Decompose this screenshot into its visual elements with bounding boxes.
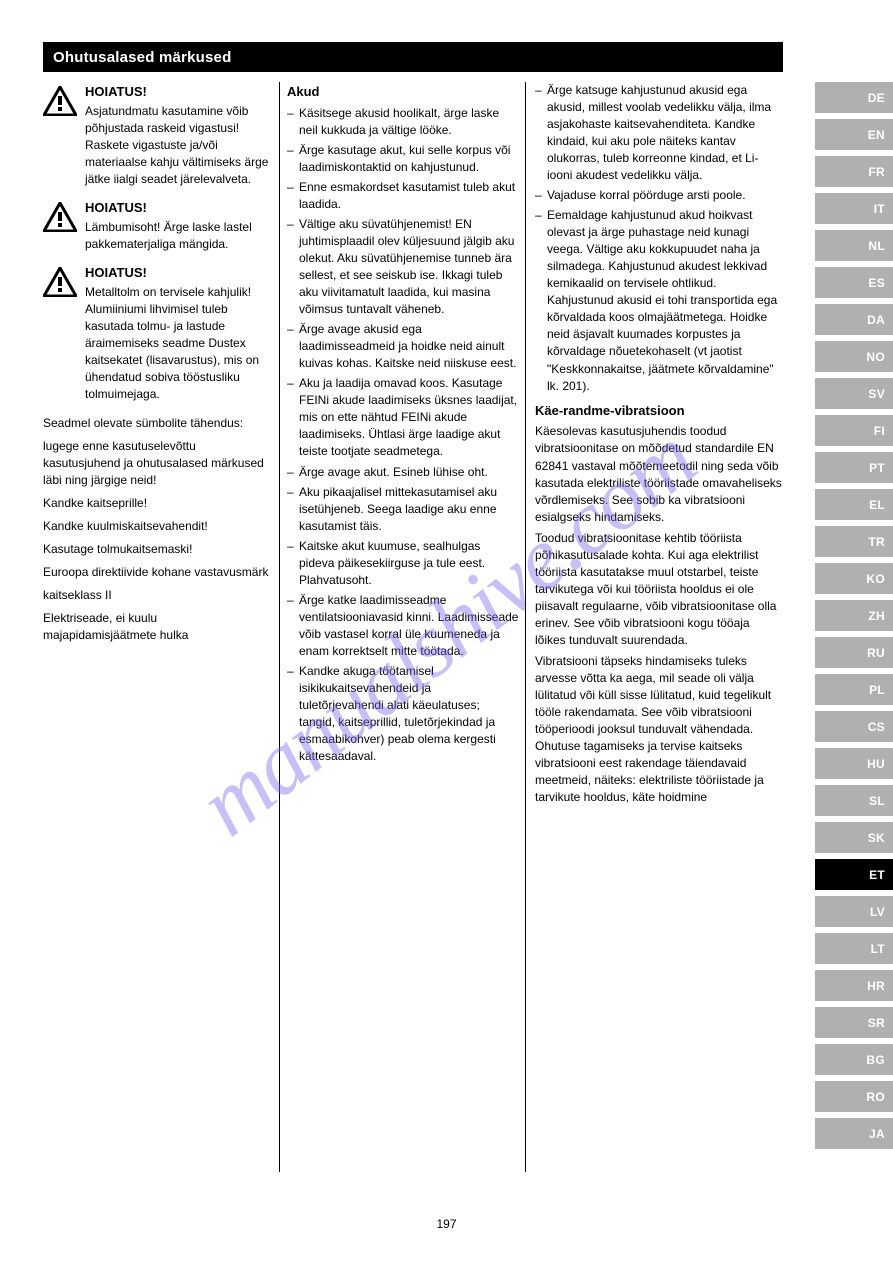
list-item: Aku ja laadija omavad koos. Kasutage FEI…	[287, 375, 519, 460]
lang-tab-hr[interactable]: HR	[815, 970, 893, 1001]
lang-tab-pl[interactable]: PL	[815, 674, 893, 705]
warning-text: Lämbumisoht! Ärge laske lastel pakkemate…	[85, 219, 273, 253]
lang-tab-tr[interactable]: TR	[815, 526, 893, 557]
list-item: Kaitske akut kuumuse, sealhulgas pideva …	[287, 538, 519, 589]
warning-block-3: HOIATUS! Metalltolm on tervisele kahjuli…	[43, 265, 273, 403]
lang-tab-cs[interactable]: CS	[815, 711, 893, 742]
lang-tab-zh[interactable]: ZH	[815, 600, 893, 631]
lang-tab-de[interactable]: DE	[815, 82, 893, 113]
warning-block-1: HOIATUS! Asjatundmatu kasutamine võib põ…	[43, 84, 273, 188]
col3-top-list: Ärge katsuge kahjustunud akusid ega akus…	[535, 82, 783, 395]
title-bar: Ohutusalased märkused	[43, 42, 783, 72]
lang-tab-it[interactable]: IT	[815, 193, 893, 224]
symbols-block: Seadmel olevate sümbolite tähendus: luge…	[43, 415, 273, 644]
lang-tab-sl[interactable]: SL	[815, 785, 893, 816]
warning-heading: HOIATUS!	[85, 84, 273, 101]
lang-tab-ja[interactable]: JA	[815, 1118, 893, 1149]
warning-triangle-icon	[43, 86, 77, 116]
lang-tab-no[interactable]: NO	[815, 341, 893, 372]
lang-tab-el[interactable]: EL	[815, 489, 893, 520]
warning-heading: HOIATUS!	[85, 200, 273, 217]
list-item: Ärge avage akusid ega laadimisseadmeid j…	[287, 321, 519, 372]
lang-tab-es[interactable]: ES	[815, 267, 893, 298]
warning-text: Metalltolm on tervisele kahjulik! Alumii…	[85, 284, 273, 403]
warning-text: Asjatundmatu kasutamine võib põhjustada …	[85, 103, 273, 188]
symbols-intro: Seadmel olevate sümbolite tähendus:	[43, 415, 273, 432]
vibration-para-3: Vibratsiooni täpseks hindamiseks tuleks …	[535, 653, 783, 806]
symbol-item: Kasutage tolmukaitsemaski!	[43, 541, 273, 558]
column-2: Akud Käsitsege akusid hoolikalt, ärge la…	[287, 82, 519, 1172]
lang-tab-sk[interactable]: SK	[815, 822, 893, 853]
content-area: HOIATUS! Asjatundmatu kasutamine võib põ…	[43, 82, 783, 1172]
lang-tab-lv[interactable]: LV	[815, 896, 893, 927]
page-number: 197	[0, 1217, 893, 1231]
symbol-item: Kandke kuulmiskaitsevahendit!	[43, 518, 273, 535]
symbol-item: kaitseklass II	[43, 587, 273, 604]
lang-tab-fi[interactable]: FI	[815, 415, 893, 446]
lang-tab-ko[interactable]: KO	[815, 563, 893, 594]
list-item: Ärge katsuge kahjustunud akusid ega akus…	[535, 82, 783, 184]
symbol-item: Euroopa direktiivide kohane vastavusmärk	[43, 564, 273, 581]
list-item: Ärge katke laadimisseadme ventilatsiooni…	[287, 592, 519, 660]
column-divider-2	[525, 82, 526, 1172]
list-item: Eemaldage kahjustunud akud hoikvast olev…	[535, 207, 783, 394]
lang-tab-lt[interactable]: LT	[815, 933, 893, 964]
list-item: Käsitsege akusid hoolikalt, ärge laske n…	[287, 105, 519, 139]
list-item: Ärge kasutage akut, kui selle korpus või…	[287, 142, 519, 176]
lang-tab-nl[interactable]: NL	[815, 230, 893, 261]
list-item: Vajaduse korral pöörduge arsti poole.	[535, 187, 783, 204]
lang-tab-et[interactable]: ET	[815, 859, 893, 890]
list-item: Vältige aku süvatühjenemist! EN juhtimis…	[287, 216, 519, 318]
warning-block-2: HOIATUS! Lämbumisoht! Ärge laske lastel …	[43, 200, 273, 253]
lang-tab-bg[interactable]: BG	[815, 1044, 893, 1075]
lang-tab-sv[interactable]: SV	[815, 378, 893, 409]
lang-tab-ro[interactable]: RO	[815, 1081, 893, 1112]
symbol-item: lugege enne kasutuselevõttu kasutusjuhen…	[43, 438, 273, 489]
lang-tab-pt[interactable]: PT	[815, 452, 893, 483]
warning-heading: HOIATUS!	[85, 265, 273, 282]
accu-list: Käsitsege akusid hoolikalt, ärge laske n…	[287, 105, 519, 765]
vibration-para-1: Käesolevas kasutusjuhendis toodud vibrat…	[535, 423, 783, 525]
warning-triangle-icon	[43, 267, 77, 297]
lang-tab-hu[interactable]: HU	[815, 748, 893, 779]
lang-tab-fr[interactable]: FR	[815, 156, 893, 187]
lang-tab-ru[interactable]: RU	[815, 637, 893, 668]
language-tabs: DE EN FR IT NL ES DA NO SV FI PT EL TR KO ZH RU PL CS HU SL…	[815, 82, 893, 1155]
list-item: Aku pikaajalisel mittekasutamisel aku is…	[287, 484, 519, 535]
vibration-para-2: Toodud vibratsioonitase kehtib tööriista…	[535, 530, 783, 649]
column-divider-1	[279, 82, 280, 1172]
warning-triangle-icon	[43, 202, 77, 232]
column-3: Ärge katsuge kahjustunud akusid ega akus…	[535, 82, 783, 1172]
symbol-item: Elektriseade, ei kuulu majapidamisjäätme…	[43, 610, 273, 644]
lang-tab-en[interactable]: EN	[815, 119, 893, 150]
symbol-item: Kandke kaitseprille!	[43, 495, 273, 512]
vibration-heading: Käe-randme-vibratsioon	[535, 403, 783, 420]
accu-heading: Akud	[287, 84, 519, 101]
column-1: HOIATUS! Asjatundmatu kasutamine võib põ…	[43, 82, 273, 1172]
list-item: Ärge avage akut. Esineb lühise oht.	[287, 464, 519, 481]
lang-tab-sr[interactable]: SR	[815, 1007, 893, 1038]
lang-tab-da[interactable]: DA	[815, 304, 893, 335]
list-item: Kandke akuga töötamisel isikikukaitsevah…	[287, 663, 519, 765]
list-item: Enne esmakordset kasutamist tuleb akut l…	[287, 179, 519, 213]
symbols-list: lugege enne kasutuselevõttu kasutusjuhen…	[43, 438, 273, 644]
